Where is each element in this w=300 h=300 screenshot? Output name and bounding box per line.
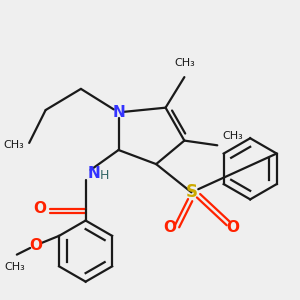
Text: O: O <box>226 220 239 235</box>
Text: N: N <box>112 105 125 120</box>
Text: CH₃: CH₃ <box>4 140 25 150</box>
Text: H: H <box>100 169 109 182</box>
Text: N: N <box>88 166 101 181</box>
Text: S: S <box>185 183 197 201</box>
Text: CH₃: CH₃ <box>222 130 243 141</box>
Text: CH₃: CH₃ <box>4 262 25 272</box>
Text: CH₃: CH₃ <box>174 58 195 68</box>
Text: O: O <box>29 238 42 253</box>
Text: O: O <box>163 220 176 235</box>
Text: O: O <box>34 201 46 216</box>
